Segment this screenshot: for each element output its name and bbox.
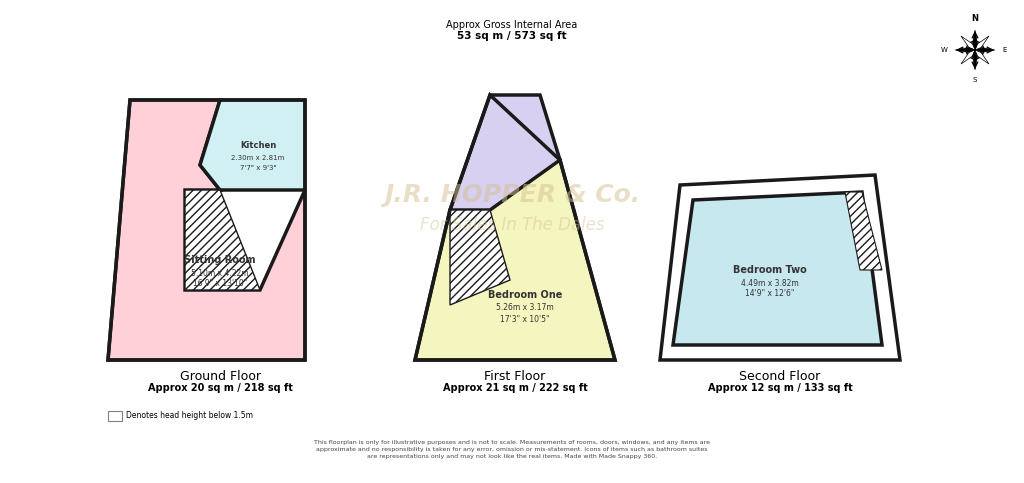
- Polygon shape: [975, 50, 989, 64]
- Text: 16'9" x 13'10": 16'9" x 13'10": [193, 280, 247, 288]
- Polygon shape: [450, 95, 560, 210]
- Text: E: E: [1002, 47, 1007, 53]
- FancyBboxPatch shape: [108, 411, 122, 421]
- Text: Bedroom Two: Bedroom Two: [733, 265, 807, 275]
- Text: 17'3" x 10'5": 17'3" x 10'5": [501, 314, 550, 324]
- Text: This floorplan is only for illustrative purposes and is not to scale. Measuremen: This floorplan is only for illustrative …: [314, 440, 710, 459]
- Polygon shape: [973, 30, 978, 50]
- Text: N: N: [972, 14, 979, 23]
- Text: Kitchen: Kitchen: [240, 141, 276, 150]
- Polygon shape: [961, 50, 975, 64]
- Text: 5.10m x 4.22m: 5.10m x 4.22m: [191, 269, 249, 278]
- Text: 4.49m x 3.82m: 4.49m x 3.82m: [741, 279, 799, 287]
- Polygon shape: [975, 47, 994, 53]
- Text: S: S: [973, 77, 977, 83]
- Polygon shape: [415, 160, 615, 360]
- Polygon shape: [973, 50, 978, 70]
- Text: 7'7" x 9'3": 7'7" x 9'3": [240, 165, 276, 171]
- Text: Bedroom One: Bedroom One: [487, 290, 562, 300]
- Text: 2.30m x 2.81m: 2.30m x 2.81m: [231, 155, 285, 161]
- Text: Approx 21 sq m / 222 sq ft: Approx 21 sq m / 222 sq ft: [442, 383, 588, 393]
- Text: Approx Gross Internal Area: Approx Gross Internal Area: [446, 20, 578, 30]
- Text: J.R. HOPPER & Co.: J.R. HOPPER & Co.: [384, 183, 640, 207]
- Polygon shape: [185, 190, 260, 290]
- Text: W: W: [941, 47, 948, 53]
- Text: Approx 12 sq m / 133 sq ft: Approx 12 sq m / 133 sq ft: [708, 383, 852, 393]
- Polygon shape: [660, 175, 900, 360]
- Polygon shape: [450, 210, 510, 305]
- Polygon shape: [975, 36, 989, 50]
- Polygon shape: [108, 100, 305, 360]
- Polygon shape: [673, 192, 882, 345]
- Text: 5.26m x 3.17m: 5.26m x 3.17m: [496, 303, 554, 313]
- Text: First Floor: First Floor: [484, 370, 546, 383]
- Text: Sitting Room: Sitting Room: [184, 255, 256, 265]
- Polygon shape: [955, 47, 975, 53]
- Polygon shape: [200, 100, 305, 190]
- Text: Second Floor: Second Floor: [739, 370, 820, 383]
- Text: Approx 20 sq m / 218 sq ft: Approx 20 sq m / 218 sq ft: [147, 383, 293, 393]
- Text: Ground Floor: Ground Floor: [179, 370, 260, 383]
- Polygon shape: [961, 36, 975, 50]
- Text: Denotes head height below 1.5m: Denotes head height below 1.5m: [126, 411, 253, 420]
- Text: For Sales In The Dales: For Sales In The Dales: [420, 216, 604, 234]
- Polygon shape: [845, 192, 882, 270]
- Text: 53 sq m / 573 sq ft: 53 sq m / 573 sq ft: [457, 31, 567, 41]
- Text: 14'9" x 12'6": 14'9" x 12'6": [745, 289, 795, 298]
